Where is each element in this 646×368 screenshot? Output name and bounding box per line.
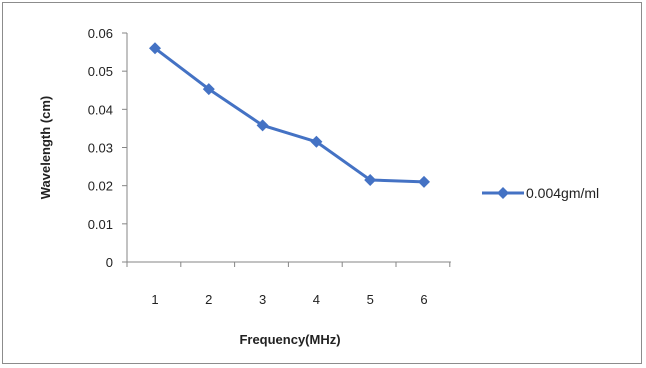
data-point-marker <box>256 119 269 132</box>
data-point-marker <box>418 175 430 188</box>
x-axis: 1 2 3 4 5 6 <box>126 261 451 307</box>
x-tick-label: 2 <box>205 292 212 307</box>
y-tick-label: 0.03 <box>88 141 113 156</box>
y-tick-label: 0.06 <box>88 26 113 41</box>
data-point-marker <box>364 173 377 186</box>
legend: 0.004gm/ml <box>482 185 599 201</box>
legend-marker <box>497 187 509 199</box>
x-axis-label: Frequency(MHz) <box>239 332 340 347</box>
data-point-marker <box>202 83 215 96</box>
chart-frame <box>2 2 642 364</box>
x-tick-label: 1 <box>151 292 158 307</box>
data-point-marker <box>310 135 323 148</box>
x-tick-label: 6 <box>420 292 427 307</box>
y-tick-label: 0.02 <box>88 179 113 194</box>
plot-area <box>149 42 430 188</box>
y-axis: 0 0.01 0.02 0.03 0.04 0.05 0.06 <box>88 26 128 270</box>
x-tick-label: 5 <box>367 292 374 307</box>
legend-label: 0.004gm/ml <box>526 185 599 201</box>
series-line <box>154 47 425 184</box>
y-tick-label: 0.01 <box>88 217 113 232</box>
y-tick-label: 0.04 <box>88 102 113 117</box>
y-axis-label: Wavelength (cm) <box>38 96 53 200</box>
x-tick-label: 4 <box>313 292 320 307</box>
x-tick-label: 3 <box>259 292 266 307</box>
data-point-marker <box>149 42 161 55</box>
y-tick-label: 0 <box>106 255 113 270</box>
y-tick-label: 0.05 <box>88 64 113 79</box>
